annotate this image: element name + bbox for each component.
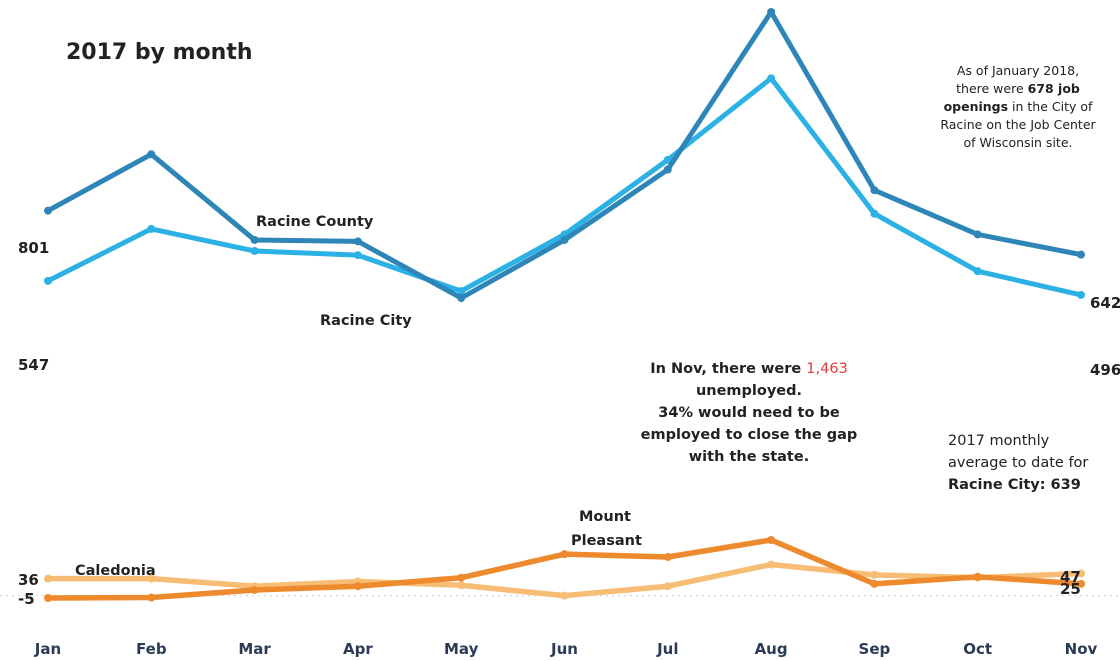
data-point[interactable] — [457, 287, 466, 296]
data-point[interactable] — [870, 570, 879, 579]
note-bold: 678 job — [1027, 81, 1080, 96]
data-point[interactable] — [560, 591, 569, 600]
x-tick-label: Aug — [755, 640, 788, 658]
data-point[interactable] — [560, 550, 569, 559]
note-bold: Racine City: 639 — [948, 477, 1081, 493]
data-point[interactable] — [353, 237, 362, 246]
data-point[interactable] — [767, 536, 776, 544]
data-point[interactable] — [147, 593, 156, 602]
end-value-label: 496 — [1090, 361, 1120, 379]
series-label: Caledonia — [75, 563, 156, 579]
note-line: openings in the City of — [928, 98, 1108, 116]
data-point[interactable] — [250, 235, 259, 244]
data-point[interactable] — [663, 155, 672, 164]
start-value-label: -5 — [18, 590, 35, 608]
end-value-label: 47 — [1060, 568, 1081, 586]
series-label: Pleasant — [571, 533, 642, 549]
data-point[interactable] — [1077, 290, 1085, 299]
data-point[interactable] — [44, 206, 52, 215]
data-point[interactable] — [147, 574, 156, 583]
x-tick-label: Oct — [963, 640, 992, 658]
unemployed-count: 1,463 — [806, 361, 848, 377]
data-point[interactable] — [1077, 569, 1085, 578]
note-line: average to date for — [948, 455, 1089, 471]
data-point[interactable] — [663, 582, 672, 591]
series-line-racine-city — [45, 75, 1084, 298]
note-text: in the City of — [1008, 99, 1093, 114]
data-point[interactable] — [1077, 579, 1085, 588]
data-point[interactable] — [767, 560, 776, 569]
data-point[interactable] — [250, 247, 259, 256]
data-point[interactable] — [767, 74, 776, 83]
data-point[interactable] — [973, 267, 982, 276]
end-value-label: 25 — [1060, 580, 1081, 598]
data-point[interactable] — [1077, 250, 1085, 259]
note-bold: openings — [943, 99, 1009, 114]
x-tick-label: Mar — [238, 640, 271, 658]
data-point[interactable] — [870, 209, 879, 218]
end-value-label: 642 — [1090, 294, 1120, 312]
note-line: As of January 2018, — [956, 63, 1080, 78]
data-point[interactable] — [767, 8, 776, 16]
note-line: with the state. — [688, 449, 810, 465]
note-line: 2017 monthly — [948, 433, 1050, 449]
lines-layer — [0, 8, 1120, 602]
series-line-mount-pleasant — [45, 537, 1084, 601]
data-point[interactable] — [250, 585, 259, 594]
x-tick-label: Feb — [136, 640, 167, 658]
x-tick-label: Jan — [34, 640, 61, 658]
start-value-label: 36 — [18, 571, 39, 589]
data-point[interactable] — [457, 573, 466, 582]
x-axis: Jan Feb Mar Apr May Jun Jul Aug Sep Oct Nov — [34, 640, 1098, 658]
x-tick-label: Apr — [343, 640, 373, 658]
note-line: unemployed. — [695, 383, 803, 399]
unemployed-note: In Nov, there were 1,463 unemployed. 34%… — [618, 358, 880, 468]
x-tick-label: Jun — [550, 640, 578, 658]
data-point[interactable] — [44, 276, 52, 285]
data-point[interactable] — [353, 251, 362, 260]
note-line: there were 678 job — [928, 80, 1108, 98]
note-line: In Nov, there were 1,463 — [618, 358, 880, 380]
x-tick-label: Nov — [1065, 640, 1098, 658]
monthly-average-note: 2017 monthly average to date for Racine … — [948, 430, 1118, 496]
data-point[interactable] — [663, 165, 672, 174]
data-point[interactable] — [44, 574, 52, 583]
data-point[interactable] — [457, 581, 466, 590]
note-line: employed to close the gap — [640, 427, 858, 443]
x-tick-label: Jul — [656, 640, 678, 658]
data-point[interactable] — [457, 294, 466, 302]
note-line: Racine on the Job Center — [940, 117, 1096, 132]
data-point[interactable] — [870, 186, 879, 195]
note-line: Racine City: 639 — [948, 474, 1118, 496]
data-point[interactable] — [973, 572, 982, 581]
data-point[interactable] — [560, 235, 569, 244]
note-line: of Wisconsin site. — [963, 135, 1073, 150]
note-text: In Nov, there were — [650, 361, 807, 377]
data-point[interactable] — [870, 579, 879, 588]
data-point[interactable] — [147, 150, 156, 159]
start-value-label: 801 — [18, 239, 49, 257]
series-label: Racine County — [256, 214, 374, 230]
data-point[interactable] — [147, 224, 156, 233]
series-label: Mount — [579, 509, 631, 525]
chart-title: 2017 by month — [66, 40, 253, 65]
job-openings-note: As of January 2018, there were 678 job o… — [928, 62, 1108, 152]
series-label: Racine City — [320, 313, 412, 329]
data-point[interactable] — [44, 594, 52, 602]
labels-layer: 801 642 547 496 -5 25 36 47 Racine County Racine … — [18, 214, 1120, 608]
x-tick-label: Sep — [859, 640, 891, 658]
start-value-label: 547 — [18, 356, 49, 374]
note-text: there were — [956, 81, 1028, 96]
data-point[interactable] — [663, 552, 672, 561]
data-point[interactable] — [973, 230, 982, 239]
x-tick-label: May — [444, 640, 479, 658]
note-line: 34% would need to be — [658, 405, 840, 421]
data-point[interactable] — [353, 582, 362, 591]
